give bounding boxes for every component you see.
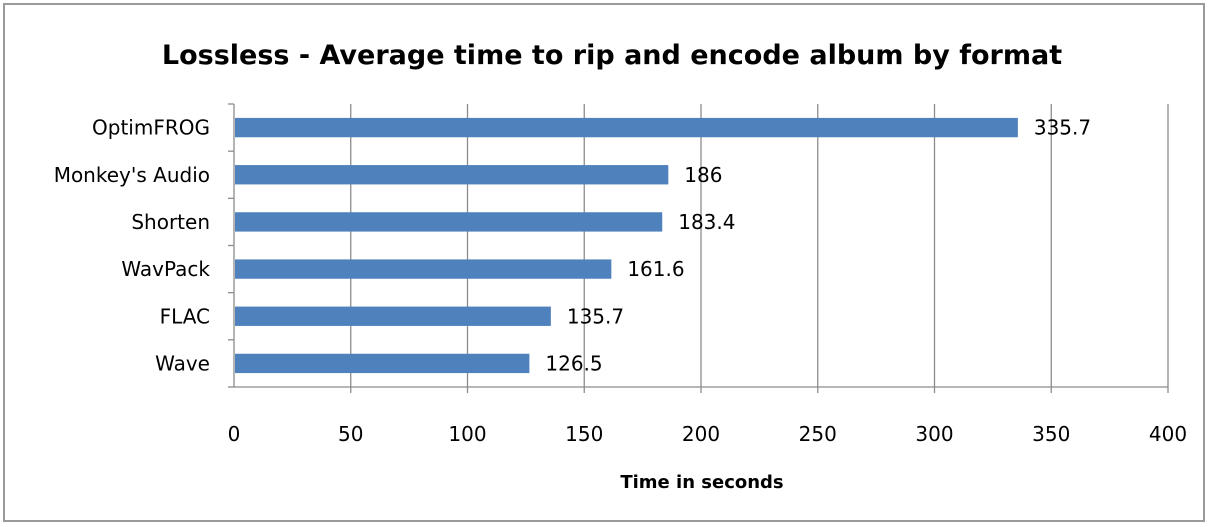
x-tick-label: 300 bbox=[915, 422, 953, 446]
grid-lines bbox=[350, 104, 1169, 393]
category-label: Wave bbox=[155, 351, 210, 375]
x-axis-label: Time in seconds bbox=[620, 472, 783, 493]
x-tick-label: 150 bbox=[565, 422, 603, 446]
category-label: Shorten bbox=[131, 210, 210, 234]
axes bbox=[228, 103, 1168, 388]
x-tick-label: 100 bbox=[448, 422, 486, 446]
data-label: 135.7 bbox=[567, 304, 624, 328]
data-label: 335.7 bbox=[1034, 116, 1091, 140]
data-label: 186 bbox=[684, 163, 722, 187]
x-tick-label: 250 bbox=[799, 422, 837, 446]
category-label: WavPack bbox=[121, 257, 210, 281]
data-label: 126.5 bbox=[545, 351, 602, 375]
bar-optimfrog bbox=[235, 117, 1018, 138]
x-tick-label: 400 bbox=[1149, 422, 1187, 446]
category-labels: OptimFROG Monkey's Audio Shorten WavPack FLA… bbox=[54, 116, 211, 376]
category-label: OptimFROG bbox=[92, 116, 210, 140]
bar-shorten bbox=[235, 212, 663, 232]
bar-monkey-s-audio bbox=[235, 165, 669, 185]
x-tick-label: 200 bbox=[682, 422, 720, 446]
bars bbox=[235, 117, 1018, 374]
x-tick-label: 50 bbox=[338, 422, 363, 446]
data-label: 183.4 bbox=[678, 210, 735, 234]
data-label: 161.6 bbox=[627, 257, 684, 281]
bar-flac bbox=[235, 306, 551, 326]
x-tick-labels: 0 50 100 150 200 250 300 350 400 bbox=[228, 422, 1187, 446]
bar-wavpack bbox=[235, 259, 612, 279]
chart-title: Lossless - Average time to rip and encod… bbox=[162, 40, 1062, 71]
bar-wave bbox=[235, 353, 530, 374]
category-label: FLAC bbox=[160, 304, 210, 328]
x-tick-label: 350 bbox=[1032, 422, 1070, 446]
x-tick-label: 0 bbox=[228, 422, 241, 446]
category-label: Monkey's Audio bbox=[54, 163, 210, 187]
